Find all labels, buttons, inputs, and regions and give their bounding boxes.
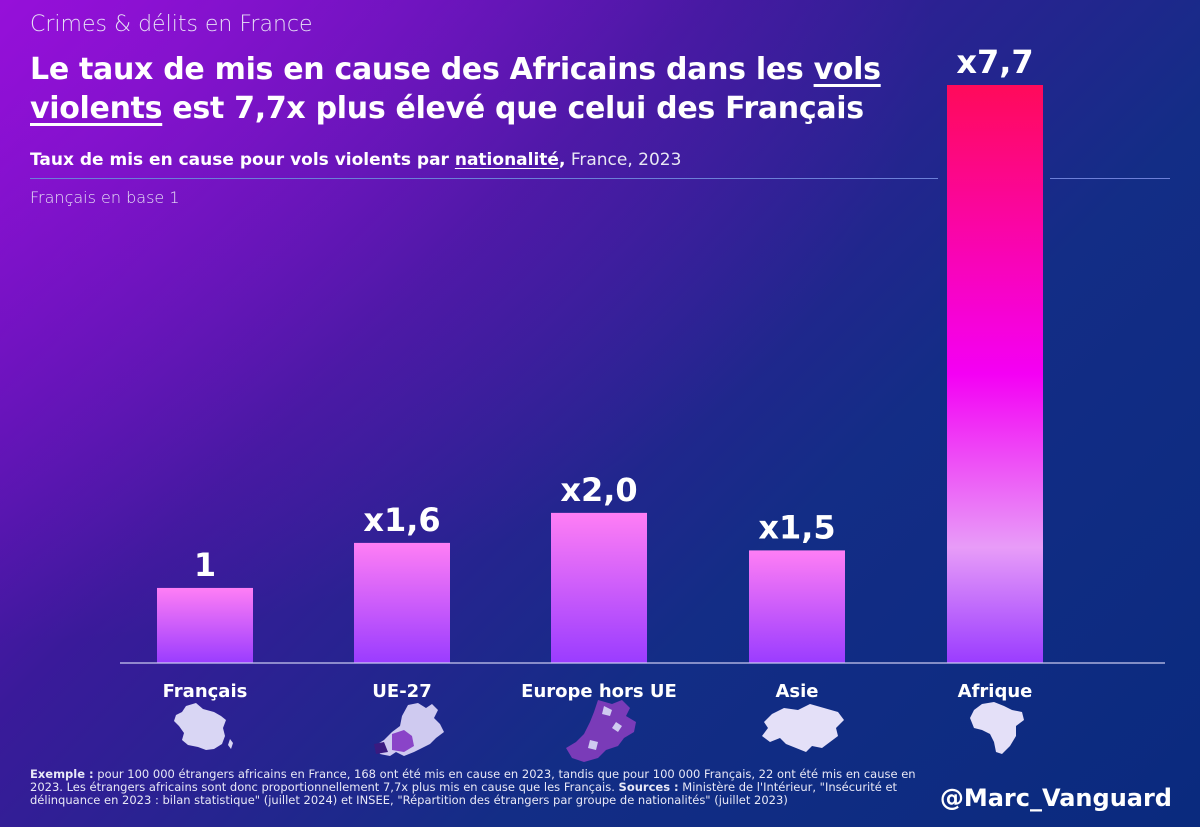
eu-map-icon: [374, 703, 444, 756]
footnote-sources-text: Ministère de l'Intérieur, "Insécurité et…: [30, 780, 898, 807]
bar-0: [157, 587, 253, 663]
data-label-2: x2,0: [560, 471, 637, 509]
footnote-example-label: Exemple :: [30, 767, 94, 781]
europe-map-icon: [566, 700, 636, 762]
subtitle-bold: Taux de mis en cause pour vols violents …: [30, 150, 455, 170]
data-label-0: 1: [194, 546, 216, 584]
subtitle-nationalite: nationalité: [454, 150, 559, 170]
data-label-1: x1,6: [363, 501, 440, 539]
author-handle: @Marc_Vanguard: [939, 784, 1172, 812]
chart-subtitle: Taux de mis en cause pour vols violents …: [30, 150, 681, 170]
subtitle-rule-left: [30, 178, 938, 179]
subtitle-normal: France, 2023: [565, 150, 682, 170]
page-title: Le taux de mis en cause des Africains da…: [30, 50, 930, 128]
title-underlined-violents: violents: [30, 91, 163, 126]
base-note: Français en base 1: [30, 188, 180, 207]
data-label-4: x7,7: [956, 43, 1033, 81]
bar-1: [354, 542, 450, 663]
bar-3: [749, 550, 845, 663]
category-label-1: UE-27: [372, 681, 431, 702]
subtitle-rule-right: [1050, 178, 1170, 179]
footnote: Exemple : pour 100 000 étrangers africai…: [30, 768, 930, 807]
title-part2: est 7,7x plus élevé que celui des França…: [162, 91, 864, 126]
asia-map-icon: [762, 704, 844, 752]
bar-4: [947, 85, 1043, 663]
data-label-3: x1,5: [758, 508, 835, 546]
title-part1: Le taux de mis en cause des Africains da…: [30, 52, 814, 87]
category-label-3: Asie: [775, 681, 818, 702]
category-label-0: Français: [163, 681, 248, 702]
france-map-icon: [174, 703, 233, 750]
bar-2: [551, 512, 647, 663]
footnote-example-text: pour 100 000 étrangers africains en Fran…: [30, 767, 916, 794]
title-underlined-vols: vols: [813, 52, 881, 87]
footnote-sources-label: Sources :: [618, 780, 679, 794]
africa-map-icon: [970, 702, 1024, 754]
subtitle-comma: ,: [558, 150, 566, 170]
kicker: Crimes & délits en France: [30, 12, 313, 37]
category-label-2: Europe hors UE: [521, 681, 677, 702]
category-label-4: Afrique: [958, 681, 1033, 702]
